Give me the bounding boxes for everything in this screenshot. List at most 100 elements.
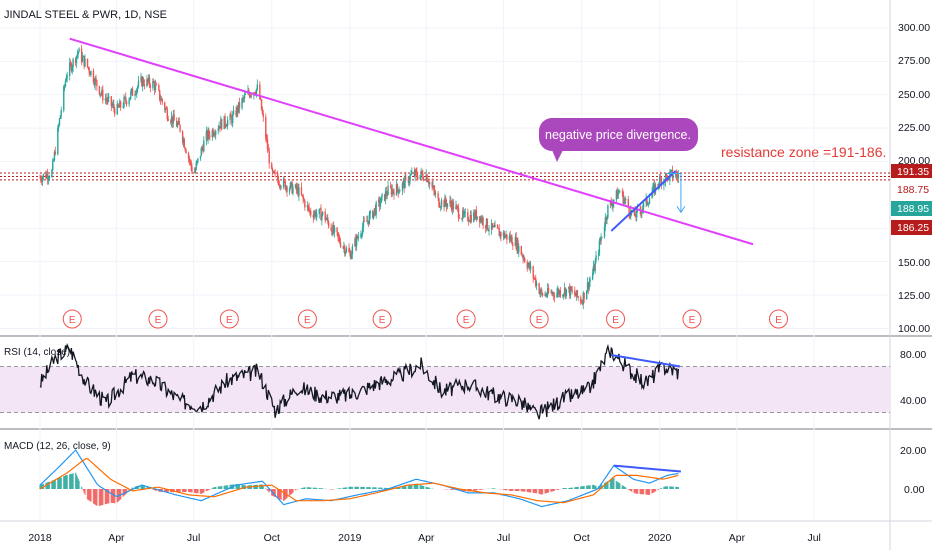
macd-histogram-bar [125,489,127,495]
signal-line [39,457,679,504]
macd-histogram-bar [605,482,607,489]
annotation-bubble[interactable]: negative price divergence. [539,118,698,162]
candle-body [99,93,101,95]
candle-body [520,246,523,255]
time-label: 2018 [28,532,52,544]
macd-histogram-bar [416,484,418,489]
candle-body [315,211,317,218]
macd-histogram-bar [592,484,595,489]
macd-histogram-bar [633,489,635,494]
rsi-tick: 80.00 [900,349,926,361]
candle-body [539,292,541,294]
candle-body [588,281,590,290]
candle-body [379,202,382,207]
macd-histogram-bar [582,486,584,489]
candle-body [657,184,659,186]
macd-histogram-bar [112,489,114,504]
candle-body [326,217,328,220]
macd-histogram-bar [617,482,619,489]
macd-histogram-bar [267,489,270,492]
macd-histogram-bar [368,487,371,489]
candle-body [124,97,126,99]
candle-body [52,160,54,171]
candle-body [397,189,399,194]
time-axis[interactable]: 2018 Apr Jul Oct 2019 Apr Jul Oct 2020 Apr Jul [28,532,821,544]
candle-body [585,290,588,300]
macd-histogram-bar [193,489,196,493]
candle-body [577,296,579,298]
macd-pane[interactable] [0,435,890,520]
candle-body [568,286,570,290]
macd-histogram-bar [417,484,419,489]
macd-histogram-bar [375,487,377,489]
macd-histogram-bar [354,486,356,489]
macd-histogram-bar [295,489,298,490]
macd-histogram-bar [625,487,627,489]
candle-body [496,225,499,228]
candle-body [627,199,629,208]
candle-body [629,214,631,217]
candle-body [373,208,376,212]
candle-body [206,131,208,140]
earnings-label: E [226,315,233,326]
candle-body [383,194,386,201]
candle-body [384,191,387,201]
macd-histogram-bar [356,486,359,489]
macd-histogram-bar [87,489,90,500]
price-tag-text: 188.75 [897,184,929,196]
candle-body [350,254,353,259]
price-divergence-line [610,170,677,232]
bubble-shape [539,118,698,151]
macd-histogram-bar [514,489,517,491]
candle-body [195,163,197,170]
macd-histogram-bar [167,489,169,493]
candle-body [110,96,113,106]
candle-body [546,295,548,297]
candle-body [261,109,264,114]
macd-histogram-bar [265,488,267,489]
candle-body [445,203,448,207]
candle-body [390,187,393,195]
macd-histogram-bar [450,489,452,490]
macd-histogram-bar [411,484,413,489]
candle-body [541,293,544,296]
price-axis[interactable]: 300.00 275.00 250.00 225.00 200.00 150.0… [898,22,930,335]
rsi-axis[interactable]: 80.00 40.00 [900,349,926,407]
macd-histogram-bar [143,485,146,489]
candle-body [660,178,663,186]
earnings-marker [529,309,549,329]
macd-histogram-bar [422,486,425,489]
candle-body [267,148,270,151]
macd-histogram-bar [111,489,113,503]
candle-body [217,128,219,132]
candle-body [622,191,624,204]
candle-body [470,214,472,222]
macd-histogram-bar [98,489,101,506]
macd-histogram-bar [624,486,626,489]
macd-histogram-bar [80,486,83,489]
candle-body [367,220,370,224]
macd-histogram-bar [366,487,368,489]
macd-histogram-bar [178,489,180,493]
candle-body [518,246,520,253]
candle-body [189,160,191,162]
candle-body [344,246,346,254]
macd-histogram-bar [521,489,523,492]
macd-histogram-bar [122,489,124,497]
candle-body [675,173,677,177]
candle-body [392,189,394,192]
candle-body [467,220,470,222]
candle-body [510,236,512,241]
candle-body [399,190,401,192]
price-pane[interactable] [0,0,890,330]
price-tag-text: 188.95 [897,203,929,215]
candle-body [249,95,252,98]
candle-body [77,52,79,55]
macd-histogram-bar [564,488,567,489]
macd-histogram-bar [40,484,42,489]
drawings[interactable] [69,37,754,246]
candle-body [75,55,78,63]
macd-axis[interactable]: 20.00 0.00 [900,445,926,496]
earnings-label: E [155,315,162,326]
